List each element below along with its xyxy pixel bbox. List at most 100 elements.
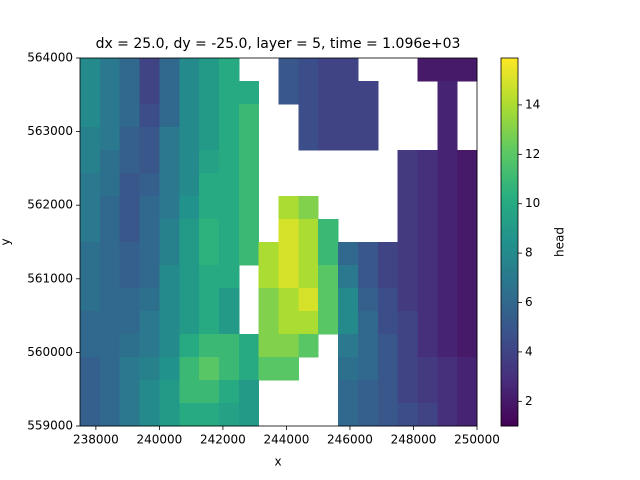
colorbar-tick-label: 10 [525, 196, 540, 210]
heatmap-cell [298, 104, 319, 128]
x-axis-label: x [274, 455, 281, 469]
heatmap-cell [278, 219, 299, 243]
heatmap-cell [397, 334, 418, 358]
colorbar-segment [501, 113, 518, 117]
colorbar-segment [501, 183, 518, 188]
colorbar-segment [501, 91, 518, 96]
heatmap-cell [80, 403, 101, 427]
heatmap-cell [119, 334, 141, 358]
colorbar-segment [501, 104, 518, 108]
colorbar-segment [501, 211, 518, 215]
colorbar-segment [501, 266, 518, 271]
heatmap-cell [397, 196, 418, 220]
colorbar-segment [501, 376, 518, 381]
heatmap-cell [437, 219, 458, 243]
colorbar-tick-label: 4 [525, 344, 533, 358]
colorbar-segment [501, 128, 518, 133]
heatmap-cell [199, 380, 220, 404]
heatmap-cell [199, 127, 220, 151]
heatmap-cell [99, 58, 121, 82]
heatmap-cell [218, 104, 240, 128]
colorbar-segment [501, 315, 518, 320]
colorbar-segment [501, 134, 518, 139]
heatmap-cell [80, 104, 101, 128]
colorbar-segment [501, 214, 518, 218]
colorbar-segment [501, 220, 518, 225]
heatmap-cell [80, 357, 101, 381]
heatmap-cell [318, 58, 339, 82]
heatmap-cell [238, 150, 260, 174]
colorbar-segment [501, 419, 518, 424]
heatmap-cell [437, 196, 458, 220]
heatmap-cell [417, 219, 438, 243]
heatmap-cell [298, 58, 319, 82]
heatmap-cell [218, 265, 240, 289]
heatmap-cell [179, 127, 200, 151]
colorbar-segment [501, 235, 518, 240]
heatmap-cell [99, 150, 121, 174]
colorbar-frame [500, 57, 519, 427]
heatmap-cell [397, 265, 418, 289]
heatmap-cell [218, 81, 240, 105]
heatmap-cell [238, 242, 260, 266]
colorbar-segment [501, 88, 518, 93]
x-tick-label: 248000 [391, 433, 437, 447]
heatmap-cell [119, 219, 141, 243]
colorbar-segment [501, 416, 518, 421]
heatmap-cell [357, 334, 379, 358]
heatmap-cell [159, 403, 180, 427]
heatmap-cell [238, 403, 260, 427]
colorbar-segment [501, 238, 518, 243]
heatmap-cell [80, 334, 101, 358]
heatmap-cell [278, 334, 299, 358]
heatmap-cell [99, 196, 121, 220]
colorbar-segment [501, 297, 518, 301]
heatmap-cell [99, 104, 121, 128]
heatmap-cell [377, 242, 399, 266]
colorbar-segment [501, 177, 518, 182]
colorbar-segment [501, 189, 518, 194]
heatmap-cell [397, 288, 418, 312]
y-tick-label: 561000 [27, 271, 73, 285]
heatmap-cell [417, 173, 438, 197]
heatmap-cell [437, 173, 458, 197]
heatmap-cell [119, 265, 141, 289]
heatmap-cell [80, 127, 101, 151]
y-tick-label: 559000 [27, 419, 73, 433]
x-tick-label: 250000 [454, 433, 500, 447]
heatmap-cell [199, 173, 220, 197]
heatmap-cell [357, 81, 379, 105]
colorbar-segment [501, 205, 518, 209]
heatmap-cell [377, 334, 399, 358]
heatmap-cell [238, 219, 260, 243]
heatmap-cell [218, 242, 240, 266]
heatmap-cell [199, 311, 220, 335]
colorbar-segment [501, 383, 518, 387]
heatmap-cell [437, 288, 458, 312]
colorbar-segment [501, 199, 518, 203]
heatmap-cell [80, 311, 101, 335]
colorbar-tick-label: 8 [525, 246, 533, 260]
heatmap-cell [377, 311, 399, 335]
colorbar-segment [501, 392, 518, 396]
heatmap-cell [179, 196, 200, 220]
heatmap-cell [437, 311, 458, 335]
heatmap-cell [437, 150, 458, 174]
colorbar-segment [501, 361, 518, 366]
colorbar-segment [501, 79, 518, 84]
heatmap-cell [357, 265, 379, 289]
heatmap-cell [397, 311, 418, 335]
colorbar-segment [501, 291, 518, 295]
colorbar-segment [501, 159, 518, 163]
heatmap-cell [417, 58, 438, 82]
heatmap-cell [139, 58, 160, 82]
heatmap-cell [457, 357, 478, 381]
heatmap-cell [139, 334, 160, 358]
heatmap-cell [357, 242, 379, 266]
heatmap-cell [199, 150, 220, 174]
colorbar-segment [501, 281, 518, 286]
heatmap-cell [377, 403, 399, 427]
heatmap-cell [338, 311, 359, 335]
colorbar-segment [501, 269, 518, 274]
